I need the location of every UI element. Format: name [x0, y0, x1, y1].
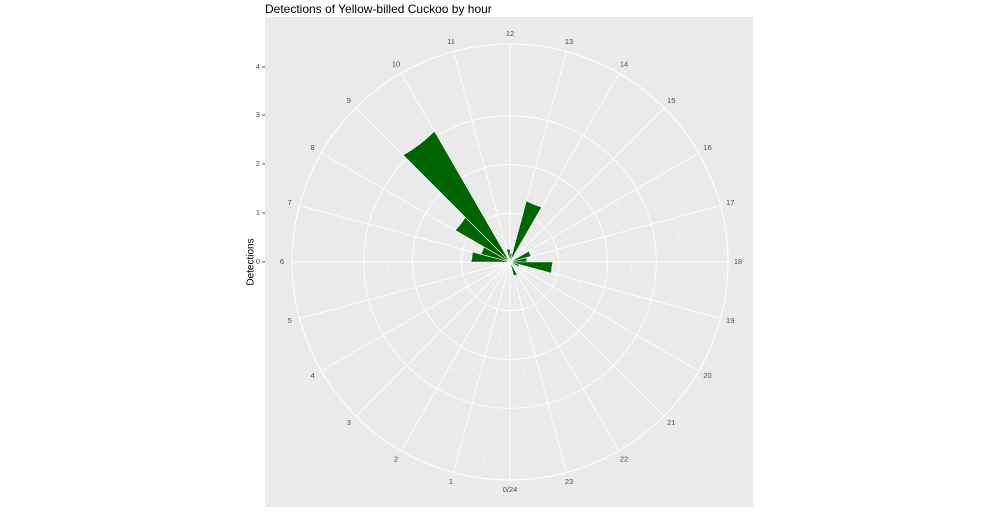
minor-radial-grid-line	[481, 45, 511, 263]
minor-radial-grid-line	[336, 261, 511, 395]
minor-radial-grid-line	[426, 60, 511, 263]
y-tick-label: 1	[256, 208, 260, 217]
hour-label: 9	[347, 96, 351, 105]
minor-radial-grid-line	[293, 261, 511, 291]
hour-label: 3	[347, 418, 351, 427]
hour-label: 4	[310, 371, 314, 380]
minor-radial-grid-line	[509, 261, 712, 346]
radial-grid-line	[400, 261, 511, 452]
minor-radial-grid-line	[509, 261, 594, 464]
minor-radial-grid-line	[509, 178, 712, 263]
hour-label: 17	[726, 198, 734, 207]
bar-wedge	[506, 248, 511, 263]
hour-label: 22	[620, 454, 628, 463]
radial-grid-line	[355, 261, 511, 417]
bar-wedge	[509, 261, 554, 274]
bar-wedge	[402, 130, 511, 263]
minor-radial-grid-line	[509, 88, 643, 263]
minor-radial-grid-line	[426, 261, 511, 464]
hour-label: 14	[620, 60, 628, 69]
hour-label: 13	[565, 37, 573, 46]
y-tick-label: 2	[256, 159, 260, 168]
radial-grid-line	[509, 261, 700, 372]
hour-label: 10	[392, 60, 400, 69]
radial-grid-line	[320, 261, 511, 372]
radial-grid-line	[509, 152, 700, 263]
hour-label: 15	[667, 96, 675, 105]
minor-radial-grid-line	[509, 261, 684, 395]
hour-label: 11	[447, 37, 455, 46]
minor-radial-grid-line	[481, 261, 511, 479]
y-tick-label: 3	[256, 110, 260, 119]
bar-wedge	[509, 261, 515, 266]
hour-label: 21	[667, 418, 675, 427]
hour-label: 2	[394, 454, 398, 463]
bar-wedge	[509, 250, 532, 263]
hour-label: 5	[288, 316, 292, 325]
bar-wedge	[509, 200, 543, 263]
bar-layer	[402, 130, 554, 277]
radial-grid-line	[509, 107, 665, 263]
hour-label: 16	[703, 143, 711, 152]
radial-grid-line	[509, 261, 665, 417]
hour-label: 6	[280, 257, 284, 266]
y-tick-label: 4	[256, 62, 260, 71]
minor-radial-grid-line	[509, 261, 643, 436]
radial-grid-line	[453, 261, 511, 473]
hour-label: 19	[726, 316, 734, 325]
hour-label: 23	[565, 477, 573, 486]
chart-title: Detections of Yellow-billed Cuckoo by ho…	[265, 2, 492, 16]
grid-layer	[291, 43, 729, 481]
hour-label: 7	[288, 198, 292, 207]
hour-label: 0/24	[503, 485, 518, 494]
minor-radial-grid-line	[509, 129, 684, 263]
hour-label: 8	[310, 143, 314, 152]
radial-grid-line	[509, 261, 620, 452]
radial-grid-line	[509, 205, 721, 263]
bar-wedge	[509, 261, 518, 277]
minor-radial-grid-line	[308, 178, 511, 263]
radial-grid-line	[509, 261, 567, 473]
hour-label-layer: 0/24123456789101112131415161718192021222…	[280, 29, 742, 494]
radial-grid-line	[299, 261, 511, 319]
minor-radial-grid-line	[308, 261, 511, 346]
hour-label: 20	[703, 371, 711, 380]
minor-radial-grid-line	[509, 261, 539, 479]
minor-radial-grid-line	[509, 45, 539, 263]
radial-grid-line	[453, 51, 511, 263]
y-tick-layer: 0 1 2 3 4	[256, 62, 265, 266]
hour-label: 1	[449, 477, 453, 486]
hour-label: 18	[734, 257, 742, 266]
hour-label: 12	[506, 29, 514, 38]
minor-radial-grid-line	[509, 233, 727, 263]
minor-radial-grid-line	[377, 261, 511, 436]
y-tick-label: 0	[256, 257, 260, 266]
